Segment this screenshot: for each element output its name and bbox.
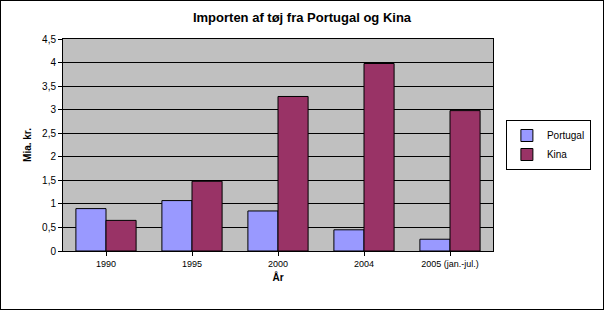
svg-text:1,5: 1,5 [42, 175, 56, 186]
svg-text:2: 2 [50, 151, 56, 162]
svg-text:4: 4 [50, 57, 56, 68]
svg-text:2005 (jan.-jul.): 2005 (jan.-jul.) [421, 259, 479, 269]
svg-text:1995: 1995 [182, 259, 202, 269]
svg-text:3,5: 3,5 [42, 81, 56, 92]
svg-text:4,5: 4,5 [42, 34, 56, 45]
svg-text:1: 1 [50, 198, 56, 209]
svg-text:0: 0 [50, 246, 56, 257]
svg-text:3: 3 [50, 104, 56, 115]
svg-text:2,5: 2,5 [42, 128, 56, 139]
svg-text:2000: 2000 [268, 259, 288, 269]
svg-text:0,5: 0,5 [42, 222, 56, 233]
svg-text:Portugal: Portugal [547, 130, 584, 141]
svg-text:1990: 1990 [96, 259, 116, 269]
svg-text:År: År [272, 271, 283, 283]
svg-text:2004: 2004 [354, 259, 374, 269]
svg-text:Kina: Kina [547, 149, 567, 160]
svg-text:Mia. kr.: Mia. kr. [22, 128, 33, 162]
svg-text:Importen af tøj fra Portugal o: Importen af tøj fra Portugal og Kina [193, 10, 412, 25]
